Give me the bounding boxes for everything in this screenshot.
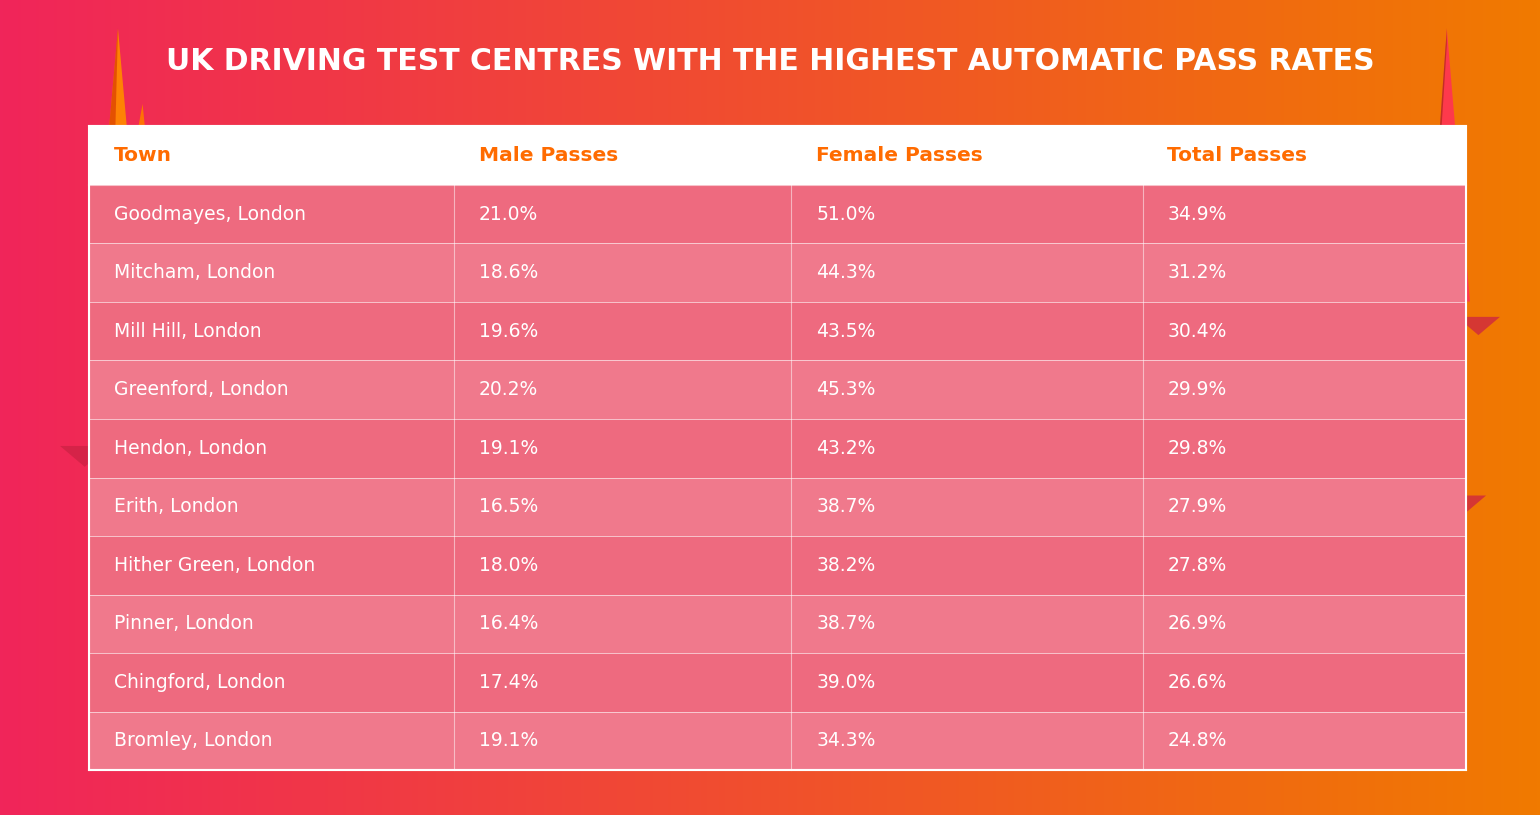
Polygon shape [1428, 29, 1469, 302]
Text: 43.5%: 43.5% [816, 322, 875, 341]
Text: 38.2%: 38.2% [816, 556, 875, 575]
Text: 24.8%: 24.8% [1167, 731, 1226, 751]
Polygon shape [1240, 381, 1286, 401]
Text: 18.0%: 18.0% [479, 556, 537, 575]
Bar [89, 126, 1466, 770]
Text: 34.3%: 34.3% [816, 731, 875, 751]
Bar [89, 360, 1466, 419]
Text: Mill Hill, London: Mill Hill, London [114, 322, 262, 341]
Bar [89, 185, 1466, 244]
Polygon shape [1440, 496, 1486, 515]
Bar [89, 126, 1466, 185]
Polygon shape [1428, 29, 1448, 302]
Text: 26.9%: 26.9% [1167, 615, 1226, 633]
Text: 18.6%: 18.6% [479, 263, 537, 282]
Polygon shape [442, 220, 482, 236]
Text: 43.2%: 43.2% [816, 438, 875, 458]
Bar [89, 536, 1466, 595]
Text: UK DRIVING TEST CENTRES WITH THE HIGHEST AUTOMATIC PASS RATES: UK DRIVING TEST CENTRES WITH THE HIGHEST… [166, 46, 1374, 76]
Text: 19.6%: 19.6% [479, 322, 537, 341]
Polygon shape [91, 29, 145, 330]
Polygon shape [1320, 722, 1375, 745]
Bar [89, 244, 1466, 302]
Text: 45.3%: 45.3% [816, 381, 875, 399]
Text: 29.8%: 29.8% [1167, 438, 1226, 458]
Text: 30.4%: 30.4% [1167, 322, 1226, 341]
Polygon shape [855, 398, 901, 417]
Text: 19.1%: 19.1% [479, 731, 537, 751]
Text: Goodmayes, London: Goodmayes, London [114, 205, 306, 223]
Text: Greenford, London: Greenford, London [114, 381, 288, 399]
Text: Chingford, London: Chingford, London [114, 673, 285, 692]
Text: Hither Green, London: Hither Green, London [114, 556, 316, 575]
Text: Hendon, London: Hendon, London [114, 438, 266, 458]
Polygon shape [548, 745, 591, 763]
Bar [89, 595, 1466, 653]
Text: 38.7%: 38.7% [816, 497, 875, 516]
Text: 29.9%: 29.9% [1167, 381, 1226, 399]
Bar [89, 711, 1466, 770]
Bar [89, 302, 1466, 360]
Text: 16.4%: 16.4% [479, 615, 537, 633]
Text: Erith, London: Erith, London [114, 497, 239, 516]
Text: 31.2%: 31.2% [1167, 263, 1226, 282]
Polygon shape [653, 544, 702, 565]
Text: Town: Town [114, 146, 172, 165]
Text: 34.9%: 34.9% [1167, 205, 1226, 223]
Polygon shape [91, 29, 119, 330]
Text: 27.8%: 27.8% [1167, 556, 1226, 575]
Polygon shape [1101, 447, 1147, 466]
Polygon shape [388, 710, 444, 733]
Text: 38.7%: 38.7% [816, 615, 875, 633]
Text: 27.9%: 27.9% [1167, 497, 1226, 516]
Polygon shape [1457, 317, 1500, 335]
Bar [89, 126, 1466, 770]
Text: Pinner, London: Pinner, London [114, 615, 254, 633]
Text: 44.3%: 44.3% [816, 263, 876, 282]
Text: Mitcham, London: Mitcham, London [114, 263, 276, 282]
Bar [89, 653, 1466, 711]
Bar [89, 419, 1466, 478]
Text: 51.0%: 51.0% [816, 205, 875, 223]
Text: 17.4%: 17.4% [479, 673, 537, 692]
Polygon shape [60, 446, 109, 467]
Polygon shape [962, 634, 1009, 654]
Text: 16.5%: 16.5% [479, 497, 537, 516]
Text: 21.0%: 21.0% [479, 205, 537, 223]
Text: Female Passes: Female Passes [816, 146, 983, 165]
Text: 20.2%: 20.2% [479, 381, 537, 399]
Text: Male Passes: Male Passes [479, 146, 618, 165]
Text: 26.6%: 26.6% [1167, 673, 1226, 692]
Text: 19.1%: 19.1% [479, 438, 537, 458]
Polygon shape [100, 104, 165, 330]
Bar [89, 478, 1466, 536]
Text: 39.0%: 39.0% [816, 673, 875, 692]
Text: Total Passes: Total Passes [1167, 146, 1307, 165]
Text: Bromley, London: Bromley, London [114, 731, 273, 751]
